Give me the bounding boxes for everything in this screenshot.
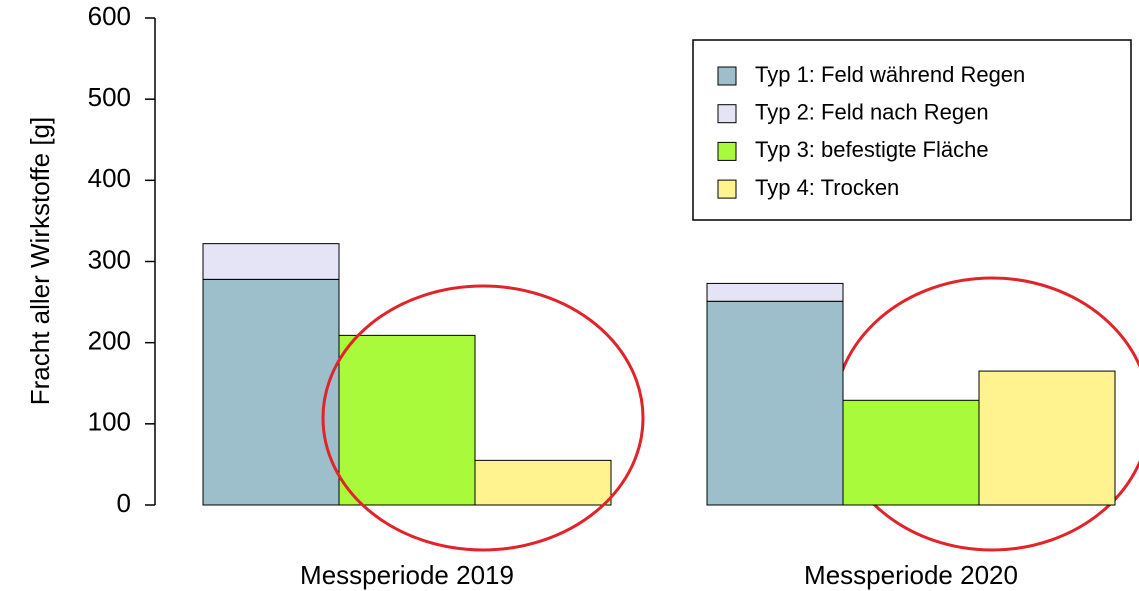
bar [338, 334, 476, 506]
x-tick-label: Messperiode 2019 [300, 560, 514, 590]
legend-swatch [717, 141, 737, 161]
y-tick-label: 400 [88, 163, 131, 193]
bar [706, 300, 844, 506]
legend-swatch [717, 66, 737, 86]
legend-label: Typ 1: Feld während Regen [755, 62, 1025, 87]
y-tick-label: 200 [88, 326, 131, 356]
bar [202, 278, 340, 506]
legend-swatch [717, 104, 737, 124]
y-tick-label: 500 [88, 82, 131, 112]
legend-swatch [717, 179, 737, 199]
bar [706, 282, 844, 302]
bar [978, 370, 1116, 506]
bar [842, 399, 980, 506]
y-tick-label: 100 [88, 407, 131, 437]
y-tick-label: 0 [117, 488, 131, 518]
legend [692, 39, 1132, 221]
legend-label: Typ 3: befestigte Fläche [755, 137, 989, 162]
highlight-circle [321, 284, 645, 552]
y-tick-label: 300 [88, 244, 131, 274]
y-axis-label: Fracht aller Wirkstoffe [g] [25, 117, 55, 406]
legend-label: Typ 2: Feld nach Regen [755, 100, 989, 125]
legend-label: Typ 4: Trocken [755, 175, 899, 200]
y-tick-label: 600 [88, 1, 131, 31]
x-tick-label: Messperiode 2020 [804, 560, 1018, 590]
bar [474, 459, 612, 506]
bar [202, 243, 340, 280]
